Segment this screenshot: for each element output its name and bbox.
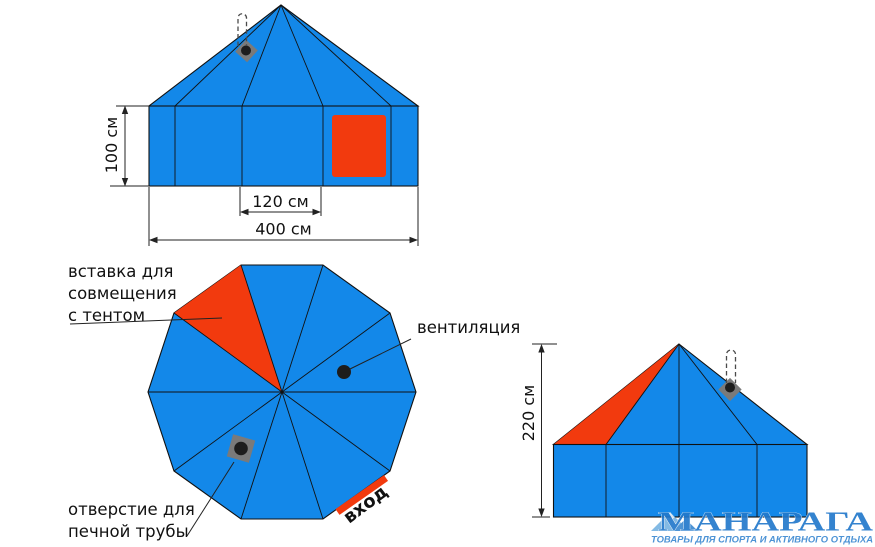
front-dimensions: 100 см 120 см 400 см	[102, 105, 419, 246]
stove-hole-label-line1: отверстие для	[68, 500, 195, 519]
arrowhead-down	[538, 508, 545, 517]
front-roof	[147, 4, 420, 107]
side-wall	[552, 443, 808, 518]
front-window	[332, 115, 386, 177]
top-seams	[148, 264, 416, 520]
front-stove-pipe-outline	[237, 13, 248, 46]
top-view-annotations: вставка для совмещения с тентом вентиляц…	[68, 262, 520, 541]
mountain-snowcap	[665, 512, 675, 521]
side-stove-pipe-outline	[725, 349, 737, 383]
brand-name: МАНАРАГА	[658, 507, 874, 537]
front-chimney-hole	[241, 45, 251, 56]
top-seam	[281, 312, 391, 393]
top-seam	[173, 391, 283, 472]
insert-label-line3: с тентом	[68, 306, 145, 325]
front-roof-seam	[280, 4, 392, 107]
top-view: вход	[147, 264, 417, 528]
top-seam	[281, 391, 391, 472]
ventilation-label: вентиляция	[417, 318, 520, 337]
side-view	[551, 343, 809, 518]
stove-pipe-hole	[234, 441, 248, 456]
insert-leader-line	[69, 317, 223, 325]
arrowhead-up	[538, 344, 545, 353]
entrance-strip	[335, 475, 389, 515]
top-seam	[281, 391, 324, 520]
brand-tagline: ТОВАРЫ ДЛЯ СПОРТА И АКТИВНОГО ОТДЫХА	[651, 535, 873, 545]
side-insert-triangle	[553, 344, 679, 445]
side-roof-seam	[678, 343, 758, 445]
insert-label-line2: совмещения	[68, 284, 177, 303]
arrowhead-right	[409, 236, 418, 244]
side-chimney-hole	[725, 382, 735, 393]
ventilation-hole	[337, 365, 351, 379]
front-roof-seam	[241, 4, 282, 107]
arrowhead-right	[312, 208, 321, 216]
front-total-width-label: 400 см	[255, 220, 312, 239]
stove-hole-label-line2: печной трубы	[68, 522, 189, 541]
stove-hole-leader-line	[186, 461, 235, 537]
front-door-width-label: 120 см	[252, 192, 309, 211]
arrowhead-down	[121, 178, 129, 187]
side-roof-seam	[605, 343, 680, 445]
top-insert-sector	[174, 265, 282, 392]
top-seam	[281, 264, 324, 393]
ventilation-leader-line	[349, 338, 412, 370]
arrowhead-up	[121, 105, 129, 114]
side-total-height-label: 220 см	[519, 385, 538, 442]
front-wall-height-label: 100 см	[102, 117, 121, 174]
insert-label-line1: вставка для	[68, 262, 173, 281]
top-seam	[173, 312, 283, 393]
arrowhead-left	[149, 236, 158, 244]
top-seam	[240, 264, 283, 393]
arrowhead-left	[240, 208, 249, 216]
front-roof-seam	[174, 4, 282, 107]
mountain-icon-peak2	[673, 519, 698, 531]
front-roof-seam	[280, 4, 324, 107]
front-view	[147, 4, 420, 187]
top-seam	[240, 391, 283, 520]
brand-logo: МАНАРАГА ТОВАРЫ ДЛЯ СПОРТА И АКТИВНОГО О…	[651, 506, 874, 545]
side-dimension: 220 см	[519, 343, 557, 518]
